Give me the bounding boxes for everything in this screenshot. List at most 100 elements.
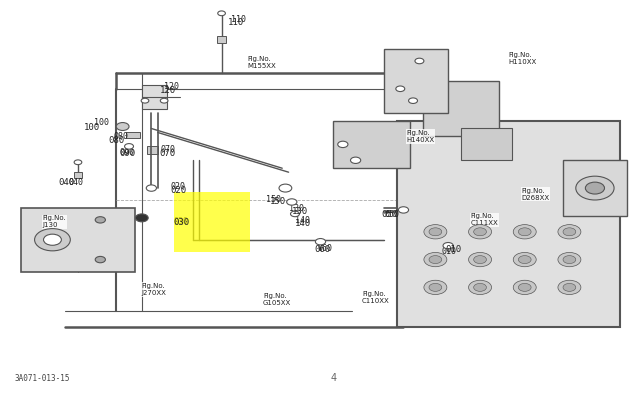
Circle shape: [563, 256, 576, 264]
Bar: [74, 172, 82, 178]
Bar: [142, 85, 167, 109]
Text: 060: 060: [317, 244, 332, 253]
Circle shape: [35, 228, 71, 251]
Bar: [147, 146, 158, 154]
Circle shape: [338, 141, 348, 148]
Circle shape: [576, 176, 614, 200]
Text: 140: 140: [295, 219, 311, 228]
Circle shape: [585, 182, 604, 194]
Bar: [21, 208, 135, 272]
Text: 040: 040: [69, 178, 83, 187]
Text: Fig.No.
G105XX: Fig.No. G105XX: [263, 293, 291, 306]
Circle shape: [469, 252, 492, 267]
Text: 030: 030: [174, 218, 190, 227]
Text: 050: 050: [385, 210, 399, 219]
Circle shape: [513, 252, 537, 267]
Text: 150: 150: [269, 198, 286, 206]
Circle shape: [279, 184, 292, 192]
Circle shape: [287, 199, 297, 205]
Bar: [422, 81, 499, 136]
Circle shape: [443, 242, 453, 249]
Text: 020: 020: [171, 182, 185, 190]
Circle shape: [96, 256, 105, 263]
Text: 3A071-013-15: 3A071-013-15: [14, 374, 70, 383]
Circle shape: [146, 185, 156, 191]
Circle shape: [429, 284, 442, 291]
Circle shape: [290, 211, 299, 217]
Circle shape: [429, 228, 442, 236]
Circle shape: [474, 256, 487, 264]
Circle shape: [558, 252, 581, 267]
Circle shape: [424, 280, 447, 294]
Text: 070: 070: [161, 145, 176, 154]
Circle shape: [124, 144, 133, 149]
Text: 080: 080: [113, 132, 128, 141]
Circle shape: [513, 225, 537, 239]
Text: 140: 140: [295, 216, 310, 225]
Circle shape: [74, 160, 82, 165]
Bar: [174, 192, 250, 252]
Circle shape: [424, 252, 447, 267]
Circle shape: [218, 11, 226, 16]
Text: 130: 130: [288, 204, 304, 213]
Bar: [385, 49, 448, 113]
Text: 060: 060: [314, 245, 330, 254]
Circle shape: [160, 98, 168, 103]
Text: 150: 150: [266, 196, 281, 204]
Text: Fig.No.
H110XX: Fig.No. H110XX: [509, 52, 537, 66]
Circle shape: [398, 207, 408, 213]
Circle shape: [519, 256, 531, 264]
Circle shape: [469, 280, 492, 294]
Text: 090: 090: [119, 148, 135, 157]
Circle shape: [563, 284, 576, 291]
Bar: [461, 128, 512, 160]
Text: 010: 010: [445, 245, 461, 254]
Circle shape: [558, 225, 581, 239]
Circle shape: [415, 58, 424, 64]
Circle shape: [96, 217, 105, 223]
Circle shape: [474, 228, 487, 236]
Circle shape: [141, 98, 149, 103]
Text: 020: 020: [171, 186, 187, 194]
Circle shape: [408, 98, 417, 104]
Circle shape: [563, 228, 576, 236]
Bar: [563, 160, 627, 216]
Text: 130: 130: [292, 208, 308, 216]
Text: 080: 080: [108, 136, 125, 145]
Circle shape: [519, 228, 531, 236]
Text: Fig.No.
C110XX: Fig.No. C110XX: [362, 291, 390, 304]
Text: Fig.No.
H140XX: Fig.No. H140XX: [406, 130, 435, 143]
Circle shape: [519, 284, 531, 291]
Circle shape: [429, 256, 442, 264]
Bar: [126, 132, 140, 138]
Text: 010: 010: [442, 247, 457, 256]
Circle shape: [469, 225, 492, 239]
Circle shape: [44, 234, 62, 245]
Text: Fig.No.
D268XX: Fig.No. D268XX: [522, 188, 550, 200]
Circle shape: [395, 86, 404, 92]
Text: Fig.No.
J130: Fig.No. J130: [43, 215, 67, 228]
Text: 110: 110: [231, 15, 246, 24]
Text: 030: 030: [174, 217, 188, 226]
Text: 120: 120: [160, 86, 176, 95]
Text: 4: 4: [330, 373, 337, 383]
Circle shape: [513, 280, 537, 294]
Text: 070: 070: [160, 149, 176, 158]
Text: 040: 040: [59, 178, 75, 187]
Circle shape: [351, 157, 361, 164]
Bar: [397, 120, 620, 327]
Circle shape: [558, 280, 581, 294]
Bar: [217, 36, 226, 43]
Circle shape: [424, 225, 447, 239]
Bar: [333, 120, 410, 168]
Text: Fig.No.
J270XX: Fig.No. J270XX: [142, 283, 167, 296]
Circle shape: [474, 284, 487, 291]
Circle shape: [135, 214, 148, 222]
Text: 120: 120: [164, 82, 179, 91]
Text: 100: 100: [85, 123, 101, 132]
Text: 100: 100: [94, 118, 109, 127]
Text: Fig.No.
M155XX: Fig.No. M155XX: [247, 56, 276, 70]
Circle shape: [315, 238, 326, 245]
Circle shape: [116, 122, 129, 130]
Text: Fig.No.
C111XX: Fig.No. C111XX: [470, 213, 498, 226]
